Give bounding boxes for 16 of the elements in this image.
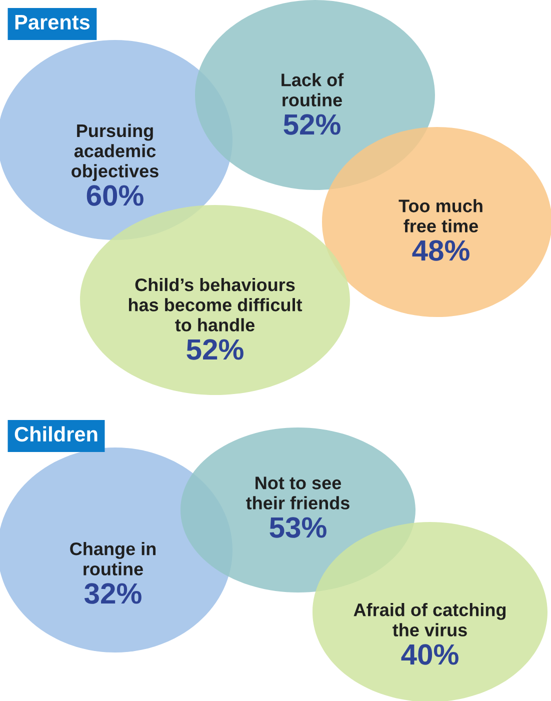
data-label: 52% bbox=[284, 114, 340, 135]
data-label: 32% bbox=[84, 583, 142, 604]
data-label: 53% bbox=[270, 517, 326, 538]
category-label: Lack of routine bbox=[282, 73, 344, 106]
data-label: 60% bbox=[86, 185, 144, 206]
data-label: 40% bbox=[401, 644, 458, 665]
data-label: 48% bbox=[412, 240, 470, 261]
category-label: Afraid of catching the virus bbox=[354, 602, 506, 636]
category-label: Pursuing academic objectives bbox=[72, 124, 158, 181]
text: Parents bbox=[15, 15, 90, 30]
category-label: Child’s behaviours has become difficult to handle bbox=[128, 278, 302, 332]
category-label: Too much free time bbox=[398, 199, 482, 232]
category-label: Change in routine bbox=[70, 542, 156, 576]
text: Children bbox=[14, 426, 98, 442]
category-label: Not to see their friends bbox=[246, 476, 350, 510]
data-label: 52% bbox=[186, 339, 244, 360]
